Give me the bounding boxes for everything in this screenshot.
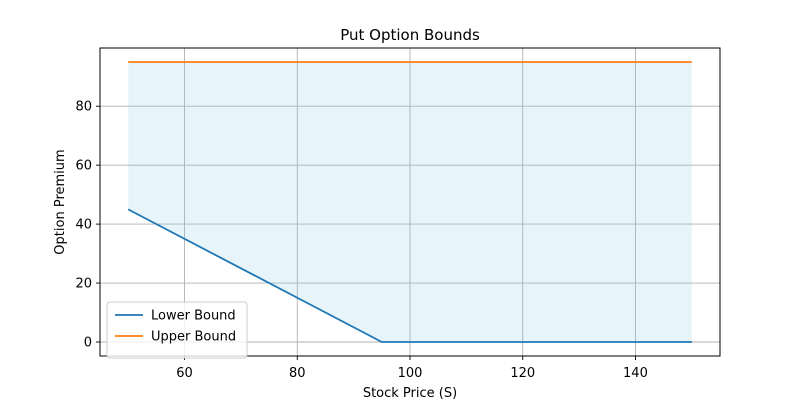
- y-tick-label-40: 40: [75, 218, 92, 233]
- legend: Lower Bound Upper Bound: [106, 301, 248, 359]
- x-axis-label: Stock Price (S): [363, 386, 457, 400]
- chart-title: Put Option Bounds: [340, 26, 480, 44]
- x-tick-label-100: 100: [398, 366, 423, 381]
- series-line-lower-bound: [127, 208, 692, 343]
- bounds-fill-area: [128, 62, 692, 342]
- x-tick-label-80: 80: [289, 366, 306, 381]
- y-axis-ticks: 0 20 40 60 80: [75, 100, 100, 351]
- y-tick-label-0: 0: [84, 336, 92, 351]
- x-tick-label-140: 140: [623, 366, 648, 381]
- series-lines: [127, 61, 692, 343]
- x-axis-ticks: 60 80 100 120 140: [176, 356, 648, 381]
- legend-label-upper-bound: Upper Bound: [151, 330, 236, 345]
- x-tick-label-120: 120: [510, 366, 535, 381]
- y-tick-label-60: 60: [75, 159, 92, 174]
- x-tick-label-60: 60: [176, 366, 193, 381]
- legend-label-lower-bound: Lower Bound: [151, 309, 236, 324]
- y-axis-label: Option Premium: [53, 149, 68, 254]
- y-tick-label-80: 80: [75, 100, 92, 115]
- legend-box: [106, 301, 248, 359]
- y-tick-label-20: 20: [75, 277, 92, 292]
